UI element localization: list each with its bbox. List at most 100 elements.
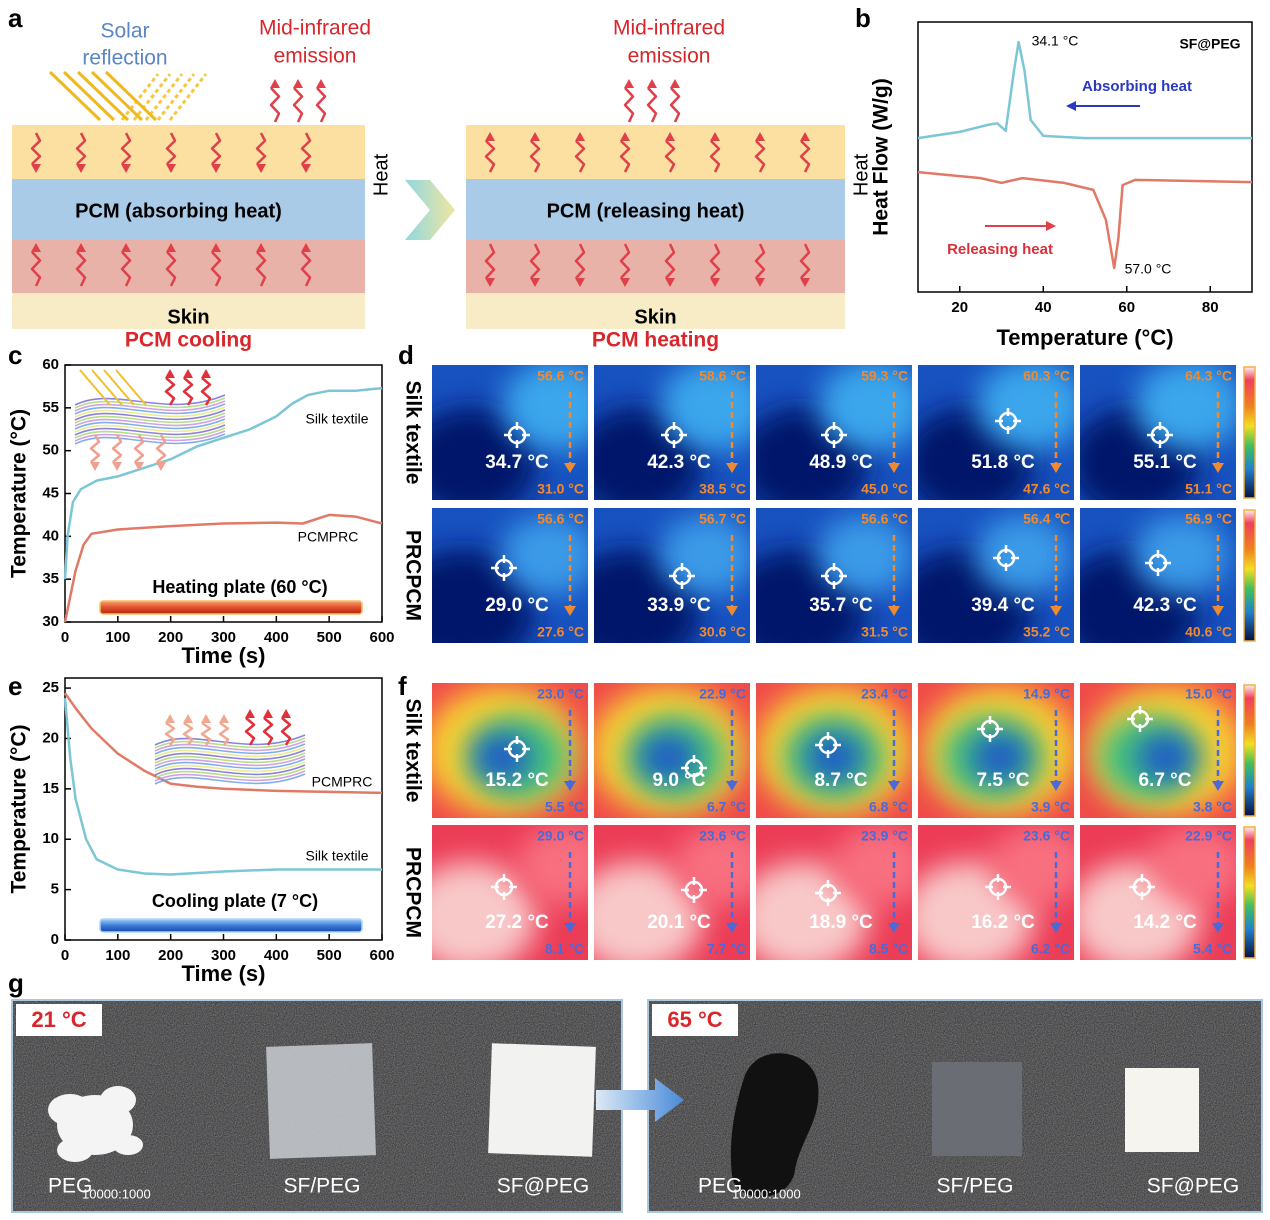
cold-arrow <box>164 721 176 746</box>
max-temperature: 64.3 °C <box>1185 368 1232 384</box>
textile-fiber <box>74 409 226 421</box>
color-scale <box>1243 509 1256 642</box>
emission-label: emission <box>628 45 711 68</box>
heat-arrow-head <box>256 164 266 173</box>
sample-label: SF/PEG <box>936 1175 1013 1198</box>
textile-fiber <box>74 397 226 409</box>
thermal-region <box>503 365 588 451</box>
spot-temperature: 14.2 °C <box>1133 912 1197 933</box>
min-temperature: 6.8 °C <box>869 799 908 815</box>
max-temperature: 22.9 °C <box>1185 828 1232 844</box>
layer-bottom <box>12 240 365 293</box>
heat-arrow <box>30 132 42 165</box>
y-tick-label: 50 <box>42 442 59 459</box>
heat-arrow <box>709 243 721 279</box>
gradient-arrow-head <box>888 463 900 473</box>
thermal-image <box>918 508 1074 643</box>
heat-arrow <box>754 140 766 173</box>
solar-reflection <box>120 73 160 121</box>
thermal-region <box>1133 515 1230 596</box>
panel-label: d <box>398 340 414 370</box>
solar-label: reflection <box>82 47 167 70</box>
max-temperature: 56.4 ℃ <box>1023 511 1070 527</box>
cold-arrow-head <box>165 714 175 723</box>
y-tick-label: 40 <box>42 527 59 544</box>
series-label: PCMPRC <box>312 774 373 790</box>
spot-temperature: 18.9 °C <box>809 912 873 933</box>
layer-skin <box>466 293 845 329</box>
heat-arrow-head <box>76 243 86 252</box>
heat-arrow-head <box>530 132 540 141</box>
caption: PCM cooling <box>125 329 252 352</box>
heat-arrow-head <box>156 462 166 471</box>
emission-arrow-head <box>201 369 211 378</box>
heat-arrow <box>484 243 496 279</box>
thermal-image <box>756 508 912 643</box>
emission-arrow <box>280 717 292 746</box>
heat-arrow <box>155 434 167 463</box>
min-temperature: 31.5 °C <box>861 624 908 640</box>
spot-temperature: 6.7 °C <box>1138 770 1191 791</box>
panel-label: g <box>8 968 24 998</box>
sample-fabric <box>1125 1068 1199 1152</box>
heat-arrow <box>75 251 87 287</box>
heat-arrow <box>300 251 312 287</box>
heating-plate <box>99 600 363 615</box>
cold-arrow-head <box>183 714 193 723</box>
sample-fabric <box>488 1043 596 1157</box>
y-tick-label: 25 <box>42 679 59 696</box>
series-line <box>917 40 1252 140</box>
x-tick-label: 0 <box>61 947 69 964</box>
thermal-region <box>661 365 750 451</box>
series-line <box>63 513 383 623</box>
gradient-arrow-head <box>564 781 576 791</box>
spot-temperature: 9.0 °C <box>652 770 705 791</box>
x-tick-label: 60 <box>1118 299 1135 316</box>
textile-fiber <box>154 758 306 770</box>
spot-temperature: 16.2 °C <box>971 912 1035 933</box>
sample-film <box>266 1043 376 1159</box>
spot-temperature: 34.7 °C <box>485 452 549 473</box>
spot-temperature: 39.4 °C <box>971 595 1035 616</box>
series-label: PCMPRC <box>298 529 359 545</box>
sample-subscript: 10000:1000 <box>732 1186 801 1201</box>
textile-fiber <box>154 752 306 764</box>
thermal-image <box>1080 365 1236 500</box>
max-temperature: 56.6 °C <box>537 368 584 384</box>
min-temperature: 35.2 °C <box>1023 624 1070 640</box>
heat-arrow <box>484 140 496 173</box>
emission-arrow-head <box>165 369 175 378</box>
min-temperature: 5.5 °C <box>545 799 584 815</box>
cold-arrow <box>218 721 230 746</box>
textile-fiber <box>74 400 226 412</box>
x-axis-title: Temperature (°C) <box>996 325 1173 350</box>
y-tick-label: 15 <box>42 780 59 797</box>
textile-fiber <box>154 761 306 773</box>
solar-reflection <box>168 73 208 121</box>
emission-label: Mid-infrared <box>613 17 725 40</box>
sample-subscript: 10000:1000 <box>82 1186 151 1201</box>
emission-arrow-head <box>316 79 326 88</box>
x-tick-label: 300 <box>211 947 236 964</box>
skin-label: Skin <box>634 306 676 328</box>
gradient-arrow-head <box>1050 781 1062 791</box>
max-temperature: 23.6 °C <box>1023 828 1070 844</box>
thermal-region <box>473 733 531 782</box>
emission-arrow <box>164 377 176 406</box>
x-tick-label: 500 <box>317 947 342 964</box>
thermal-image <box>918 365 1074 500</box>
textile-fiber <box>74 406 226 418</box>
max-temperature: 15.0 °C <box>1185 686 1232 702</box>
y-tick-label: 10 <box>42 830 59 847</box>
cold-arrow <box>182 721 194 746</box>
x-tick-label: 300 <box>211 629 236 646</box>
x-tick-label: 100 <box>105 947 130 964</box>
series-line <box>917 170 1253 270</box>
emission-arrow-head <box>183 369 193 378</box>
sample-powder <box>48 1094 92 1126</box>
thermal-region <box>501 515 588 596</box>
pcm-label: PCM (releasing heat) <box>547 200 745 222</box>
min-temperature: 38.5 °C <box>699 481 746 497</box>
x-tick-label: 600 <box>369 629 394 646</box>
min-temperature: 40.6 °C <box>1185 624 1232 640</box>
